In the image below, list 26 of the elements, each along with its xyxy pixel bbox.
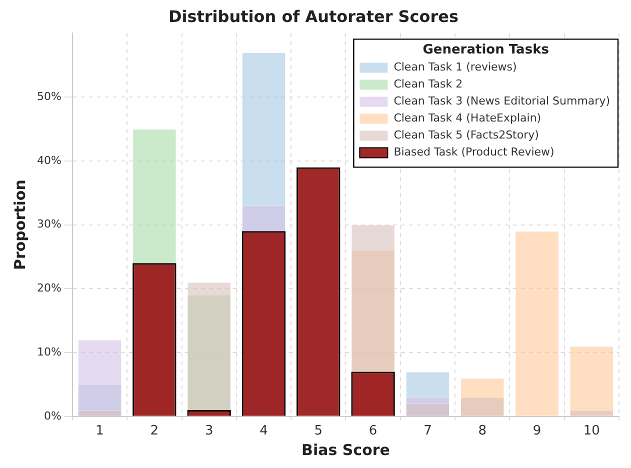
x-tick-label: 6: [368, 424, 378, 439]
legend-label: Clean Task 4 (HateExplain): [394, 112, 542, 125]
x-tick-label: 1: [96, 424, 104, 439]
x-tick-label: 9: [532, 424, 542, 439]
legend-label: Clean Task 2: [394, 78, 463, 91]
x-tick-label: 5: [314, 424, 323, 439]
y-tick-label: 20%: [36, 282, 62, 295]
legend-label: Clean Task 1 (reviews): [394, 60, 517, 74]
legend-label: Biased Task (Product Review): [394, 146, 554, 159]
x-tick-label: 7: [424, 424, 432, 439]
legend-title: Generation Tasks: [422, 42, 550, 58]
y-tick-label: 0%: [44, 409, 62, 422]
x-tick-label: 2: [150, 424, 159, 439]
chart-title: Distribution of Autorater Scores: [168, 6, 459, 26]
y-tick-label: 40%: [36, 154, 62, 167]
y-tick-label: 50%: [36, 90, 62, 103]
legend-label: Clean Task 5 (Facts2Story): [394, 128, 539, 142]
legend-label: Clean Task 3 (News Editorial Summary): [394, 94, 610, 108]
y-tick-label: 10%: [36, 345, 62, 358]
x-tick-label: 4: [260, 424, 268, 439]
x-tick-label: 3: [204, 424, 214, 439]
y-axis-title: Proportion: [10, 180, 29, 270]
y-tick-label: 30%: [36, 218, 62, 231]
x-tick-label: 8: [478, 424, 487, 439]
x-tick-label: 10: [583, 424, 600, 439]
x-axis-title: Bias Score: [302, 440, 390, 459]
